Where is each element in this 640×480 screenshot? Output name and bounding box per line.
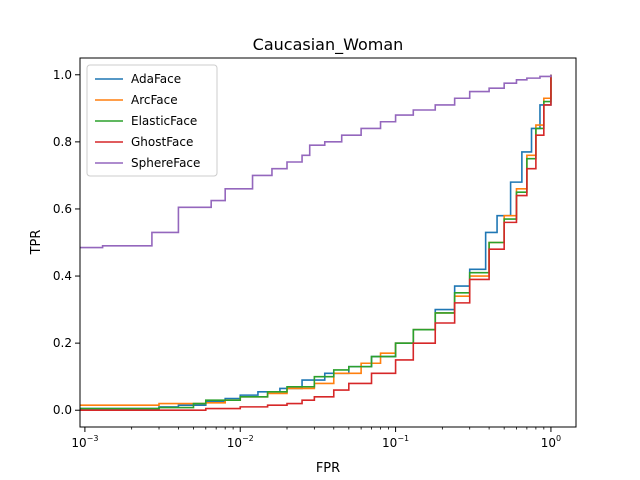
y-tick-label-3: 0.6 xyxy=(53,202,72,216)
y-axis: 0.0 0.2 0.4 0.6 0.8 1.0 xyxy=(53,68,80,417)
legend-label-sphereface: SphereFace xyxy=(131,156,200,170)
y-tick-label-1: 0.2 xyxy=(53,336,72,350)
legend-label-ghostface: GhostFace xyxy=(131,135,193,149)
series-line-sphereface xyxy=(80,74,552,249)
x-tick-label-1: 10−2 xyxy=(227,434,254,450)
series-line-elasticface xyxy=(80,74,552,410)
plot-frame xyxy=(79,57,577,428)
y-tick-label-2: 0.4 xyxy=(53,269,72,283)
series-layer xyxy=(80,74,552,412)
y-axis-label: TPR xyxy=(29,230,44,256)
x-axis-label: FPR xyxy=(316,461,340,476)
y-tick-label-0: 0.0 xyxy=(53,403,72,417)
x-axis: 10−3 10−2 10−1 100 xyxy=(71,427,561,450)
legend-label-elasticface: ElasticFace xyxy=(131,114,197,128)
legend-label-adaface: AdaFace xyxy=(131,72,181,86)
legend: AdaFace ArcFace ElasticFace GhostFace Sphere… xyxy=(86,64,218,177)
legend-label-arcface: ArcFace xyxy=(131,93,178,107)
x-tick-label-3: 100 xyxy=(541,434,561,450)
series-line-ghostface xyxy=(80,74,552,412)
y-tick-label-5: 1.0 xyxy=(53,68,72,82)
x-tick-label-0: 10−3 xyxy=(71,434,98,450)
chart-title: Caucasian_Woman xyxy=(253,35,404,55)
x-tick-label-2: 10−1 xyxy=(382,434,409,450)
legend-box xyxy=(86,64,218,177)
y-tick-label-4: 0.8 xyxy=(53,135,72,149)
